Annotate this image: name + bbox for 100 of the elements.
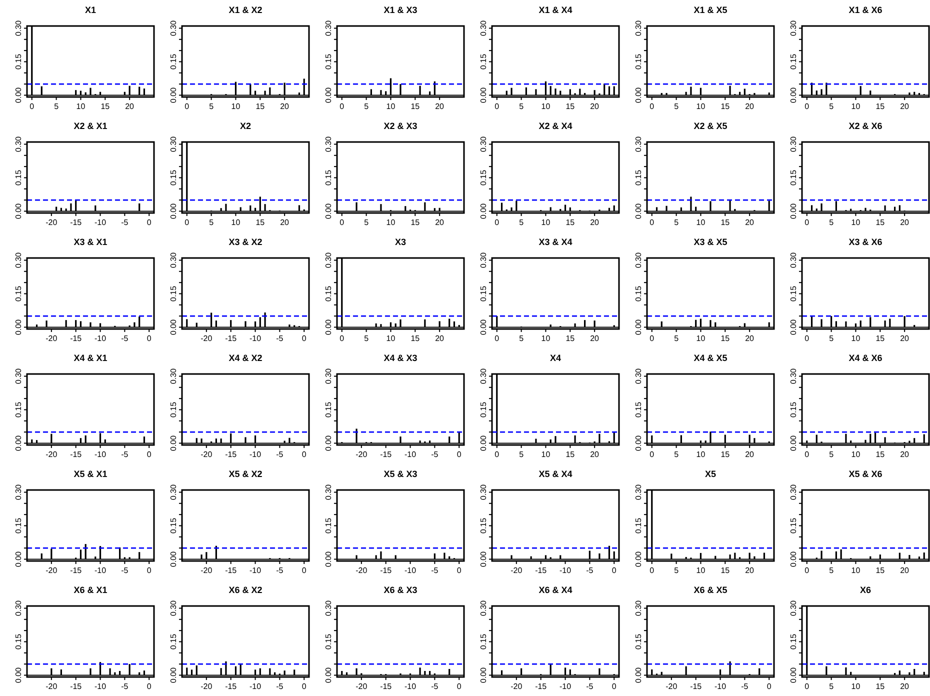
x-tick-label: 0 [146,450,152,459]
x-tick-label: 10 [541,334,551,343]
chart-title: X4 & X1 [74,353,108,363]
x-tick-label: 0 [184,218,190,227]
y-tick-label: 0.15 [169,633,178,650]
x-tick-label: 10 [386,102,396,111]
y-tick-label: 0.30 [479,600,488,616]
x-tick-label: 15 [720,218,730,227]
y-tick-label: 0.00 [14,202,23,220]
x-tick-label: 15 [720,102,730,111]
x-tick-label: 5 [209,218,214,227]
x-tick-label: 5 [519,102,524,111]
chart-title: X1 & X3 [384,5,418,15]
x-tick-label: 10 [541,450,551,459]
x-tick-label: -5 [121,450,129,459]
x-tick-label: 5 [364,334,370,343]
x-tick-label: 15 [410,218,420,227]
x-tick-label: 20 [125,102,135,111]
x-tick-label: 10 [851,566,861,575]
x-tick-label: 0 [650,566,655,575]
chart-title: X3 & X1 [74,237,108,247]
x-tick-label: 15 [876,102,886,111]
x-tick-label: -5 [586,566,594,575]
x-tick-label: 20 [745,450,755,459]
x-tick-label: -10 [559,566,572,575]
y-tick-label: 0.30 [169,600,178,616]
x-tick-label: 0 [804,218,810,227]
x-tick-label: -5 [276,450,284,459]
x-tick-label: 0 [804,566,810,575]
x-tick-label: 5 [364,218,370,227]
y-tick-label: 0.00 [14,434,23,452]
x-tick-label: 5 [674,450,680,459]
chart-title: X4 & X3 [384,353,418,363]
y-tick-label: 0.30 [14,600,23,616]
x-tick-label: 10 [231,218,241,227]
x-tick-label: 15 [566,334,576,343]
x-tick-label: 0 [650,450,655,459]
y-tick-label: 0.15 [789,285,798,302]
x-tick-label: 0 [456,450,462,459]
chart-title: X2 & X3 [384,121,418,131]
y-tick-label: 0.15 [479,517,488,534]
x-tick-label: -20 [200,566,213,575]
x-tick-label: 10 [696,334,706,343]
x-tick-label: -5 [276,682,284,691]
y-tick-label: 0.15 [789,169,798,186]
x-tick-label: -15 [380,450,392,459]
x-tick-label: 15 [720,566,730,575]
x-tick-label: 20 [900,682,910,691]
y-tick-label: 0.00 [479,550,488,568]
x-tick-label: 5 [54,102,60,111]
chart-title: X6 & X2 [228,585,262,595]
y-tick-label: 0.00 [324,202,333,220]
x-tick-label: 0 [302,566,307,575]
x-tick-label: 20 [590,218,600,227]
x-tick-label: -20 [46,566,58,575]
x-tick-label: -10 [94,218,107,227]
y-tick-label: 0.30 [169,484,178,500]
y-tick-label: 0.30 [324,136,333,152]
x-tick-label: 15 [876,218,886,227]
x-tick-label: 5 [829,102,834,111]
x-tick-label: 10 [696,566,706,575]
x-tick-label: -10 [249,334,262,343]
x-tick-label: 5 [519,218,524,227]
y-tick-label: 0.30 [169,136,178,152]
y-tick-label: 0.30 [479,368,488,384]
x-tick-label: 20 [590,102,600,111]
x-tick-label: 0 [494,334,500,343]
y-tick-label: 0.30 [634,252,643,268]
chart-title: X3 & X5 [694,237,728,247]
x-tick-label: 5 [519,450,524,459]
chart-title: X6 [860,585,872,595]
x-tick-label: -15 [70,682,82,691]
chart-title: X4 & X5 [694,353,728,363]
x-tick-label: -10 [94,566,107,575]
x-tick-label: 0 [302,682,307,691]
y-tick-label: 0.15 [324,169,333,186]
y-tick-label: 0.15 [789,53,798,70]
y-tick-label: 0.15 [479,53,488,70]
chart-title: X1 [84,5,96,15]
x-tick-label: 20 [745,218,755,227]
y-tick-label: 0.15 [169,401,178,418]
x-tick-label: -15 [225,334,238,343]
x-tick-label: 0 [146,566,152,575]
y-tick-label: 0.30 [324,252,333,268]
x-tick-label: -10 [94,334,107,343]
y-tick-label: 0.30 [14,252,23,268]
x-tick-label: -20 [46,450,58,459]
x-tick-label: -15 [380,566,392,575]
x-tick-label: 0 [184,102,190,111]
y-tick-label: 0.30 [634,136,643,152]
y-tick-label: 0.00 [789,202,798,220]
chart-title: X2 & X6 [848,121,882,131]
x-tick-label: -20 [46,218,58,227]
x-tick-label: -15 [70,218,82,227]
y-tick-label: 0.30 [479,484,488,500]
y-tick-label: 0.15 [324,285,333,302]
y-tick-label: 0.00 [789,550,798,568]
x-tick-label: 10 [851,218,861,227]
y-tick-label: 0.15 [634,401,643,418]
y-tick-label: 0.30 [479,252,488,268]
